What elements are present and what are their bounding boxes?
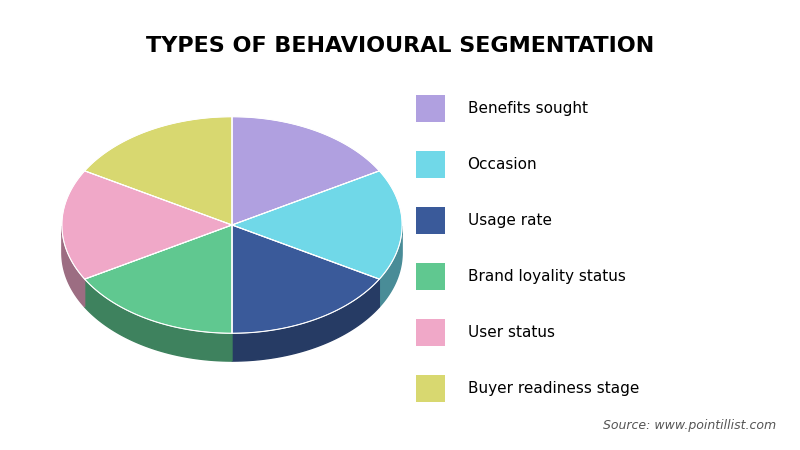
Polygon shape bbox=[232, 171, 402, 279]
FancyBboxPatch shape bbox=[416, 94, 446, 122]
FancyBboxPatch shape bbox=[416, 262, 446, 290]
Polygon shape bbox=[85, 117, 232, 225]
FancyBboxPatch shape bbox=[416, 207, 446, 234]
Polygon shape bbox=[85, 225, 232, 333]
Text: TYPES OF BEHAVIOURAL SEGMENTATION: TYPES OF BEHAVIOURAL SEGMENTATION bbox=[146, 36, 654, 56]
Text: Usage rate: Usage rate bbox=[467, 212, 551, 228]
Text: Brand loyality status: Brand loyality status bbox=[467, 269, 626, 284]
Polygon shape bbox=[62, 226, 85, 307]
Polygon shape bbox=[232, 117, 379, 225]
FancyBboxPatch shape bbox=[416, 374, 446, 401]
FancyBboxPatch shape bbox=[416, 151, 446, 178]
Polygon shape bbox=[85, 279, 232, 361]
Text: User status: User status bbox=[467, 324, 554, 340]
Text: Occasion: Occasion bbox=[467, 157, 537, 171]
Polygon shape bbox=[232, 225, 379, 333]
Polygon shape bbox=[62, 171, 232, 279]
FancyBboxPatch shape bbox=[416, 319, 446, 346]
Text: Benefits sought: Benefits sought bbox=[467, 100, 587, 116]
Text: Buyer readiness stage: Buyer readiness stage bbox=[467, 381, 639, 396]
Polygon shape bbox=[379, 226, 402, 307]
Polygon shape bbox=[232, 279, 379, 361]
Text: Source: www.pointillist.com: Source: www.pointillist.com bbox=[603, 419, 776, 432]
